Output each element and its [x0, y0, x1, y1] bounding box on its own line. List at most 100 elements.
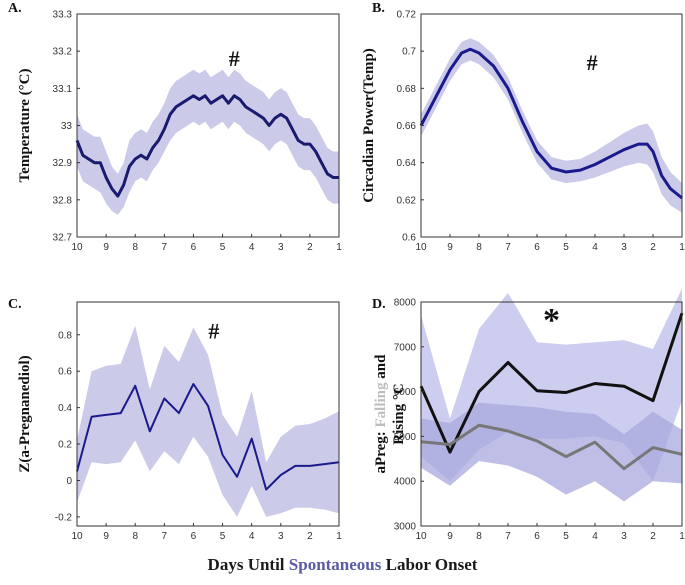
x-tick-label: 9	[447, 531, 453, 542]
series-line	[76, 383, 340, 491]
x-tick-label: 1	[679, 242, 685, 253]
x-tick-label: 7	[162, 242, 168, 253]
axes-box	[76, 301, 340, 527]
panel-label: A.	[8, 1, 22, 16]
axes-box	[420, 301, 683, 527]
x-tick-label: 5	[563, 242, 569, 253]
x-tick-label: 2	[650, 242, 656, 253]
figure-xlabel-highlight: Spontaneous	[288, 555, 382, 574]
y-tick-label: 0.72	[397, 10, 417, 21]
x-tick-label: 4	[592, 531, 598, 542]
x-tick-label: 6	[534, 531, 540, 542]
y-tick-label: 0.4	[58, 403, 72, 414]
x-tick-label: 3	[278, 531, 284, 542]
x-tick-label: 10	[71, 531, 83, 542]
y-tick-label: 0.66	[397, 121, 417, 132]
x-tick-label: 5	[563, 531, 569, 542]
series-line	[75, 94, 339, 198]
x-tick-label: 5	[220, 242, 226, 253]
y-tick-label: 7000	[394, 342, 417, 353]
x-tick-label: 3	[278, 242, 284, 253]
y-tick-label: 32.8	[53, 195, 73, 206]
x-tick-label: 9	[447, 242, 453, 253]
x-tick-label: 7	[505, 242, 511, 253]
panel-b: 10 9 8 7 6 5 4 3 2 1 0.6 0.62 0.64 0.66 0.68 0.7 0.72 # B.…	[361, 1, 685, 253]
y-axis-label-part: and	[373, 354, 389, 383]
series-line	[419, 47, 683, 200]
x-tick-label: 7	[162, 531, 168, 542]
series-line	[419, 312, 684, 454]
y-tick-label: 0.6	[58, 367, 72, 378]
y-tick-label: 0.6	[402, 233, 416, 244]
y-tick-label: 32.7	[53, 233, 73, 244]
y-tick-label: 0.62	[397, 195, 417, 206]
figure: 10 9 8 7 6 5 4 3 2 132.732.832.93333.133.233.3#A.…	[8, 1, 685, 542]
x-tick-label: 10	[415, 531, 427, 542]
y-tick-label: 3000	[394, 522, 417, 533]
panel-label: D.	[372, 297, 386, 312]
y-tick-label: 0.2	[58, 440, 72, 451]
figure-xlabel-part: Days Until	[207, 555, 289, 574]
x-tick-label: 7	[505, 531, 511, 542]
y-tick-label: 0.68	[397, 84, 417, 95]
significance-marker: #	[208, 318, 219, 343]
significance-marker: #	[587, 50, 598, 75]
y-tick-label: 33	[61, 121, 73, 132]
y-tick-label: 5000	[394, 432, 417, 443]
panel-a: 10 9 8 7 6 5 4 3 2 1 32.7 32.8 32.9 33 33.1 33.2 33.3 # A.…	[8, 1, 342, 253]
y-tick-label: 8000	[394, 298, 417, 309]
x-tick-label: 8	[132, 242, 138, 253]
x-tick-label: 9	[103, 531, 109, 542]
y-tick-label: 4000	[394, 477, 417, 488]
x-tick-label: 4	[249, 242, 255, 253]
y-tick-label: 33.3	[53, 10, 73, 21]
x-tick-label: 3	[621, 531, 627, 542]
y-axis-label-line2: Rising °C	[391, 383, 407, 444]
y-tick-label: 32.9	[53, 158, 73, 169]
y-tick-label: 0.64	[397, 158, 417, 169]
x-tick-label: 2	[307, 531, 313, 542]
y-axis-label: Z(a-Pregnanediol)	[17, 355, 33, 472]
y-axis-label: aPreg: Falling and	[373, 354, 389, 474]
confidence-band	[77, 325, 339, 517]
x-tick-label: 6	[191, 242, 197, 253]
figure-xlabel: Days Until Spontaneous Labor Onset	[0, 555, 685, 575]
y-tick-label: 6000	[394, 387, 417, 398]
x-tick-label: 5	[220, 531, 226, 542]
y-tick-label: -0.2	[55, 512, 73, 523]
significance-marker: *	[543, 302, 560, 339]
confidence-band	[77, 69, 339, 215]
x-tick-label: 10	[415, 242, 427, 253]
x-tick-label: 3	[621, 242, 627, 253]
x-tick-label: 4	[592, 242, 598, 253]
x-tick-label: 1	[336, 242, 342, 253]
figure-xlabel-part: Labor Onset	[381, 555, 478, 574]
x-tick-label: 8	[476, 242, 482, 253]
y-tick-label: 0.8	[58, 330, 72, 341]
y-axis-label: Temperature (°C)	[17, 69, 33, 183]
x-tick-label: 1	[679, 531, 685, 542]
x-tick-label: 6	[191, 531, 197, 542]
y-tick-label: 33.1	[53, 84, 73, 95]
x-tick-label: 1	[336, 531, 342, 542]
x-tick-label: 2	[650, 531, 656, 542]
panel-c: 10 9 8 7 6 5 4 3 2 1 -0.2 0 0.2 0.4 0.6 0.8 # C. Z(a-Pregn…	[8, 297, 342, 542]
y-tick-label: 33.2	[53, 47, 73, 58]
x-tick-label: 9	[103, 242, 109, 253]
y-axis-label-part: aPreg:	[373, 428, 389, 474]
x-tick-label: 4	[249, 531, 255, 542]
panel-d: 10 9 8 7 6 5 4 3 2 1 3000 4000 5000 6000 7000 8000 * D. aP…	[372, 288, 685, 542]
panel-label: B.	[372, 1, 385, 16]
x-tick-label: 8	[132, 531, 138, 542]
significance-marker: #	[229, 46, 240, 71]
x-tick-label: 6	[534, 242, 540, 253]
x-tick-label: 10	[71, 242, 83, 253]
series-line	[420, 423, 683, 471]
y-tick-label: 0	[66, 476, 72, 487]
y-axis-label: Circadian Power(Temp)	[361, 48, 377, 203]
y-axis-label-falling: Falling	[373, 382, 389, 428]
y-tick-label: 0.7	[402, 47, 416, 58]
panel-label: C.	[8, 297, 22, 312]
x-tick-label: 2	[307, 242, 313, 253]
confidence-band	[421, 38, 682, 213]
